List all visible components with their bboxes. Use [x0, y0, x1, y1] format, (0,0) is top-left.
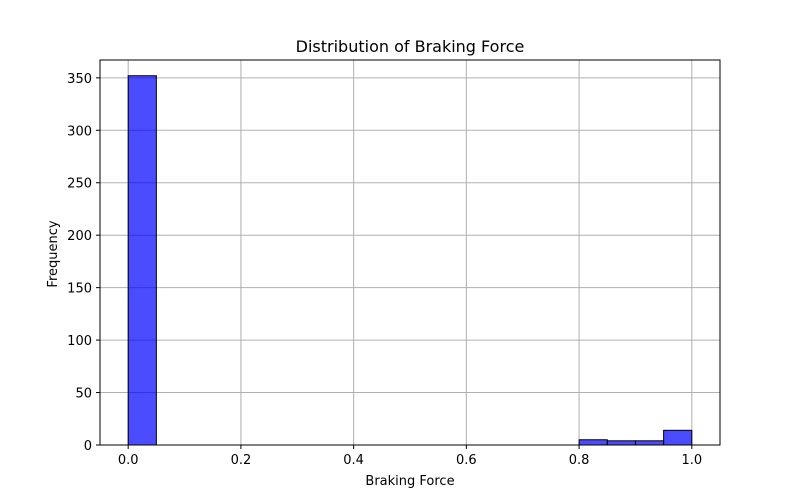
y-tick-label: 250: [67, 177, 92, 192]
chart-title: Distribution of Braking Force: [296, 37, 525, 56]
x-tick-label: 1.0: [681, 453, 702, 468]
y-axis-label: Frequency: [46, 220, 61, 287]
x-tick-label: 0.0: [118, 453, 139, 468]
y-tick-label: 0: [84, 439, 92, 454]
y-tick-label: 50: [75, 387, 92, 402]
y-axis-ticks: 0 50 100 150 200 250 300 350: [67, 72, 100, 454]
x-tick-label: 0.2: [231, 453, 252, 468]
y-tick-label: 150: [67, 282, 92, 297]
grid-lines: [100, 60, 720, 446]
histogram-bar: [578, 439, 608, 446]
bars-group: [127, 75, 693, 446]
x-tick-label: 0.8: [569, 453, 590, 468]
plot-frame: [99, 59, 721, 446]
x-tick-label: 0.4: [343, 453, 364, 468]
x-tick-label: 0.6: [456, 453, 477, 468]
y-tick-label: 100: [67, 334, 92, 349]
histogram-bar: [127, 75, 157, 446]
histogram-bar: [663, 429, 693, 446]
x-axis-ticks: 0.0 0.2 0.4 0.6 0.8 1.0: [118, 445, 702, 468]
x-axis-label: Braking Force: [365, 474, 454, 489]
histogram-bar: [606, 440, 636, 446]
histogram-bar: [634, 440, 665, 446]
y-tick-label: 200: [67, 229, 92, 244]
y-tick-label: 350: [67, 72, 92, 87]
y-tick-label: 300: [67, 124, 92, 139]
